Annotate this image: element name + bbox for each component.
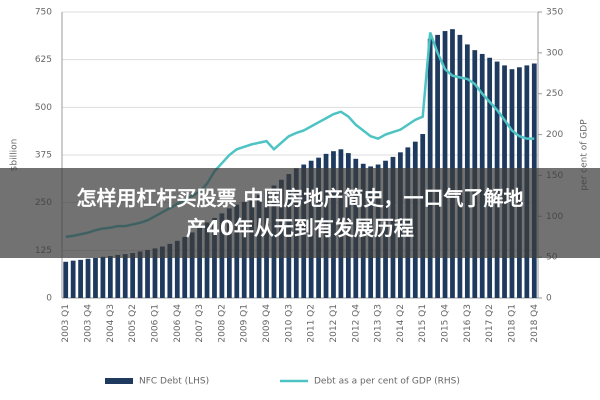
x-tick-label: 2018 Q4 [530, 304, 540, 343]
y-tick-label: 625 [35, 55, 52, 65]
x-tick-label: 2004 Q3 [106, 304, 116, 343]
x-tick-label: 2018 Q1 [507, 304, 517, 343]
x-tick-label: 2008 Q2 [217, 304, 227, 343]
caption-banner: 怎样用杠杆买股票 中国房地产简史，一口气了解地 产40年从无到有发展历程 [0, 168, 600, 258]
y-axis-label: $billion [10, 139, 20, 172]
y2-tick-label: 300 [546, 48, 563, 58]
bar [122, 254, 128, 298]
y2-tick-label: 200 [546, 130, 563, 140]
bar [130, 253, 136, 298]
bar [70, 260, 76, 298]
bar [435, 34, 440, 298]
bar [442, 31, 448, 299]
y-tick-label: 375 [35, 151, 52, 161]
x-tick-label: 2013 Q3 [374, 304, 384, 343]
bar [189, 232, 195, 298]
x-tick-label: 2012 Q4 [351, 304, 361, 343]
bar [78, 259, 83, 298]
y-tick-label: 0 [46, 294, 52, 304]
y2-tick-label: 0 [546, 294, 552, 304]
bar [145, 249, 150, 298]
x-tick-label: 2003 Q1 [61, 304, 71, 343]
y-tick-label: 750 [35, 8, 52, 18]
bar [197, 227, 202, 298]
bar [85, 258, 91, 298]
caption-line: 产40年从无到有发展历程 [186, 216, 414, 240]
x-tick-label: 2014 Q2 [396, 304, 406, 343]
x-tick-label: 2015 Q1 [418, 304, 428, 343]
bar [115, 254, 121, 298]
x-tick-label: 2010 Q3 [284, 304, 294, 343]
bar [137, 251, 143, 298]
x-tick-label: 2012 Q1 [329, 304, 339, 343]
legend-label: NFC Debt (LHS) [139, 377, 209, 387]
x-tick-label: 2006 Q1 [150, 304, 160, 343]
bar [63, 261, 69, 298]
bar [152, 248, 158, 298]
bar [107, 256, 113, 298]
bar [174, 240, 180, 298]
bar [93, 257, 98, 298]
legend-label: Debt as a per cent of GDP (RHS) [314, 377, 460, 387]
x-tick-label: 2017 Q2 [485, 304, 495, 343]
bar [450, 29, 455, 298]
x-tick-label: 2011 Q2 [307, 304, 317, 343]
bar [457, 34, 463, 298]
y-tick-label: 500 [35, 103, 52, 113]
bar [160, 246, 165, 298]
bar [167, 243, 173, 298]
caption-line: 怎样用杠杆买股票 中国房地产简史，一口气了解地 [76, 186, 524, 210]
y2-tick-label: 250 [546, 89, 563, 99]
bar [182, 236, 188, 298]
legend-swatch [105, 378, 133, 384]
x-tick-label: 2006 Q4 [173, 304, 183, 343]
bar [100, 256, 106, 298]
y2-tick-label: 350 [546, 8, 563, 18]
x-tick-label: 2016 Q3 [463, 304, 473, 343]
x-tick-label: 2009 Q4 [262, 304, 272, 343]
x-tick-label: 2007 Q3 [195, 304, 205, 343]
x-tick-label: 2003 Q4 [84, 304, 94, 343]
x-tick-label: 2009 Q1 [240, 304, 250, 343]
y2-axis-label: per cent of GDP [580, 119, 590, 191]
x-tick-label: 2005 Q2 [128, 304, 138, 343]
bar [204, 222, 210, 298]
x-tick-label: 2015 Q4 [441, 304, 451, 343]
